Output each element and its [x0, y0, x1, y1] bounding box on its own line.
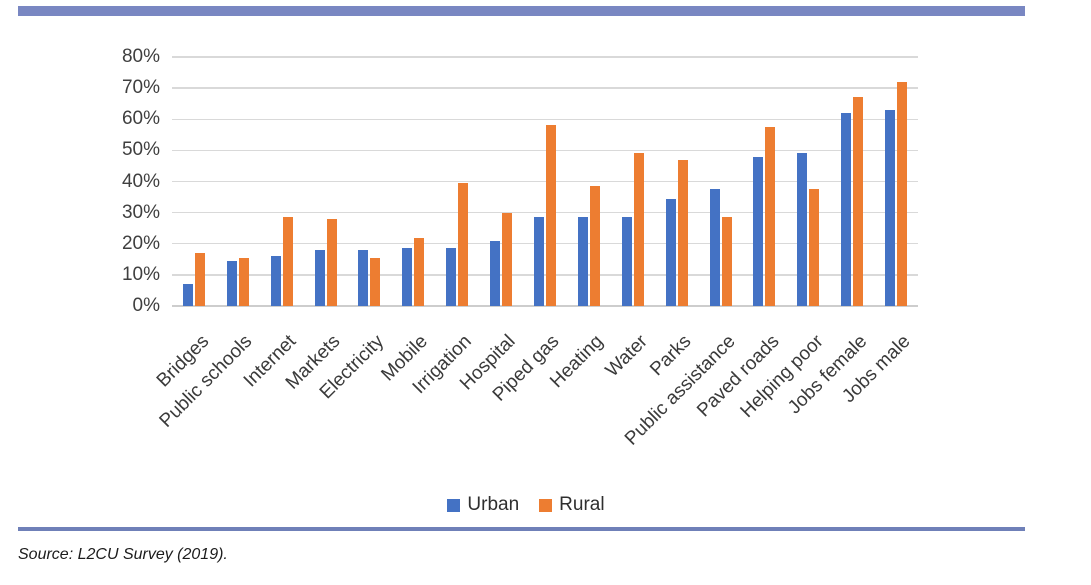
gridline-20: [172, 243, 918, 245]
y-tick-label-20: 20%: [121, 232, 160, 254]
gridline-30: [172, 211, 918, 214]
legend-label-urban: Urban: [467, 494, 520, 515]
bar-urban-paved-roads: [753, 156, 764, 306]
bar-urban-helping-poor: [797, 153, 808, 306]
bar-urban-parks: [665, 198, 676, 306]
bar-urban-mobile: [402, 248, 413, 306]
bar-rural-hospital: [502, 212, 513, 306]
y-tick-label-40: 40%: [121, 170, 160, 192]
bar-rural-water: [633, 153, 644, 306]
legend-label-rural: Rural: [559, 494, 605, 515]
legend-item-rural: Rural: [539, 494, 605, 516]
bar-urban-public-assistance: [709, 189, 720, 306]
y-tick-label-70: 70%: [121, 77, 160, 99]
bar-urban-jobs-male: [885, 109, 896, 306]
bar-urban-internet: [270, 256, 281, 306]
bar-urban-irrigation: [446, 248, 457, 306]
gridline-60: [172, 118, 918, 120]
bar-rural-piped-gas: [546, 125, 556, 306]
rural-series-swatch: [539, 498, 553, 512]
gridline-50: [172, 149, 918, 152]
bar-urban-public-schools: [226, 260, 237, 306]
bar-rural-irrigation: [458, 183, 469, 306]
gridline-40: [172, 180, 918, 183]
bar-urban-water: [621, 217, 632, 306]
source-text: Source: L2CU Survey (2019).: [18, 546, 228, 563]
y-tick-label-0: 0%: [132, 295, 160, 316]
bar-rural-helping-poor: [809, 189, 820, 306]
bar-rural-internet: [282, 217, 293, 306]
top-accent-bar: [18, 6, 1025, 16]
urban-series-swatch: [447, 498, 461, 512]
bar-rural-electricity: [370, 257, 381, 306]
bar-urban-markets: [314, 249, 325, 306]
gridline-70: [172, 87, 918, 89]
gridline-80: [172, 56, 918, 58]
gridline-10: [172, 274, 918, 276]
bar-urban-heating: [577, 217, 588, 306]
bar-rural-markets: [326, 218, 337, 306]
y-tick-label-80: 80%: [121, 46, 160, 67]
bar-urban-bridges: [182, 284, 193, 306]
bar-rural-parks: [677, 159, 688, 306]
bar-rural-heating: [589, 186, 600, 306]
legend: Urban Rural: [153, 494, 899, 516]
bar-rural-bridges: [194, 253, 205, 306]
bottom-separator: [18, 527, 1025, 531]
y-tick-label-10: 10%: [121, 263, 160, 285]
bar-rural-jobs-male: [897, 81, 908, 306]
bar-urban-piped-gas: [534, 217, 544, 306]
gridline-0: [172, 305, 918, 307]
bar-rural-public-assistance: [721, 217, 732, 306]
bar-urban-jobs-female: [841, 113, 852, 306]
legend-item-urban: Urban: [447, 494, 519, 516]
bar-urban-hospital: [490, 240, 501, 306]
y-tick-label-60: 60%: [121, 108, 160, 130]
bar-rural-jobs-female: [853, 97, 864, 306]
y-tick-label-30: 30%: [121, 201, 160, 223]
y-tick-label-50: 50%: [121, 139, 160, 161]
x-label-water: Water: [601, 331, 652, 382]
bar-urban-electricity: [358, 249, 369, 306]
bar-rural-paved-roads: [765, 127, 776, 306]
bar-rural-public-schools: [238, 257, 249, 306]
bar-rural-mobile: [414, 237, 425, 306]
